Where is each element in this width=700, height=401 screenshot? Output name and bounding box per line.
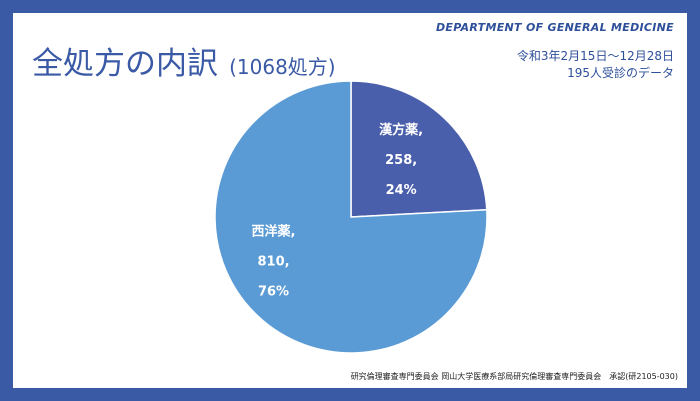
slide-title: 全処方の内訳 (1068処方): [32, 38, 336, 83]
title-main: 全処方の内訳: [32, 46, 218, 82]
slice-name-label: 西洋薬,: [252, 223, 296, 239]
title-count: (1068処方): [229, 55, 336, 79]
department-label: DEPARTMENT OF GENERAL MEDICINE: [435, 21, 674, 34]
data-period: 令和3年2月15日～12月28日 195人受診のデータ: [517, 48, 674, 82]
period-text: 令和3年2月15日～12月28日: [516, 49, 674, 63]
slice-name-label: 漢方薬,: [379, 122, 423, 138]
slice-percent-label: 24%: [386, 183, 417, 198]
slice-value-label: 810,: [257, 254, 289, 269]
pie-slice-western: [214, 80, 488, 354]
slice-percent-label: 76%: [258, 284, 289, 299]
pie-slice-kampo: [350, 80, 488, 218]
approval-note: 研究倫理審査専門委員会 岡山大学医療系部局研究倫理審査専門委員会 承認(研210…: [350, 372, 678, 381]
slice-value-label: 258,: [385, 153, 417, 168]
patients-text: 195人受診のデータ: [567, 66, 674, 80]
